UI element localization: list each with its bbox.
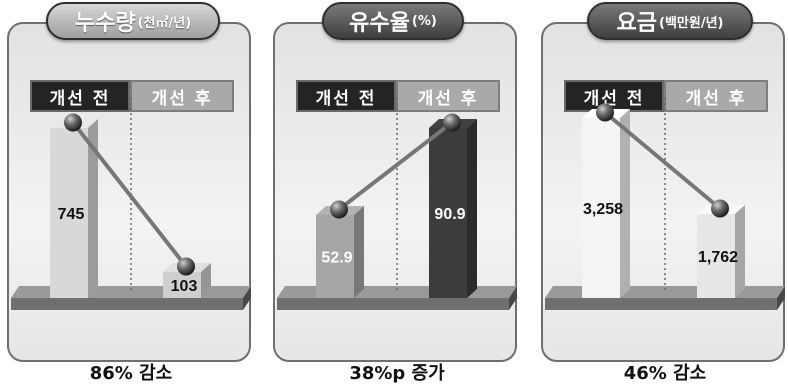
floor-top: [11, 286, 251, 298]
bar-side: [620, 109, 630, 298]
bar: [429, 128, 467, 298]
floor-side: [777, 286, 785, 310]
charts-canvas: 745 103 52.9 90.9 3,258 1,762: [11, 98, 785, 310]
floor-top: [545, 286, 785, 298]
data-label: 52.9: [321, 250, 352, 267]
floor-front: [545, 298, 777, 310]
chart-title-pill: 누수량 (천㎥/년): [46, 2, 220, 40]
chart-unit: (백만원/년): [659, 15, 724, 31]
bar: [697, 214, 735, 298]
floor-front: [11, 298, 243, 310]
header-before: 개선 전: [564, 80, 664, 112]
chart-title: 요금: [616, 11, 657, 36]
data-label: 103: [171, 278, 198, 295]
data-label: 1,762: [698, 249, 738, 266]
data-label: 745: [58, 206, 85, 223]
marker-ball: [64, 113, 82, 132]
bar-side: [735, 205, 745, 298]
bar-side: [467, 119, 477, 298]
bar: [582, 118, 620, 298]
floor-side: [243, 286, 251, 310]
marker-ball: [596, 103, 614, 122]
trend-line: [71, 120, 188, 269]
bar: [316, 215, 354, 298]
marker-ball: [443, 113, 461, 132]
bar: [50, 128, 88, 298]
trend-line: [603, 110, 722, 211]
marker-ball: [177, 257, 195, 276]
header-after: 개선 후: [130, 80, 234, 112]
floor-front: [277, 298, 509, 310]
bar-side: [201, 263, 211, 298]
chart-title: 유수율: [349, 11, 410, 36]
data-label: 3,258: [583, 201, 623, 218]
chart-title: 누수량: [74, 11, 136, 36]
bar-side: [88, 119, 98, 298]
floor-top: [277, 286, 517, 298]
data-label: 90.9: [434, 206, 465, 223]
chart-title-pill: 유수율 (%): [322, 2, 464, 40]
chart-title-pill: 요금 (백만원/년): [587, 2, 753, 40]
marker-ball: [711, 199, 729, 218]
header-after: 개선 후: [396, 80, 500, 112]
header-after: 개선 후: [664, 80, 768, 112]
chart-unit: (천㎥/년): [137, 15, 192, 31]
trend-line: [337, 120, 454, 212]
header-before: 개선 전: [30, 80, 130, 112]
floor-side: [509, 286, 517, 310]
marker-ball: [330, 200, 348, 219]
bar-side: [354, 206, 364, 298]
bar: [163, 272, 201, 298]
header-before: 개선 전: [296, 80, 396, 112]
chart-unit: (%): [411, 13, 437, 29]
